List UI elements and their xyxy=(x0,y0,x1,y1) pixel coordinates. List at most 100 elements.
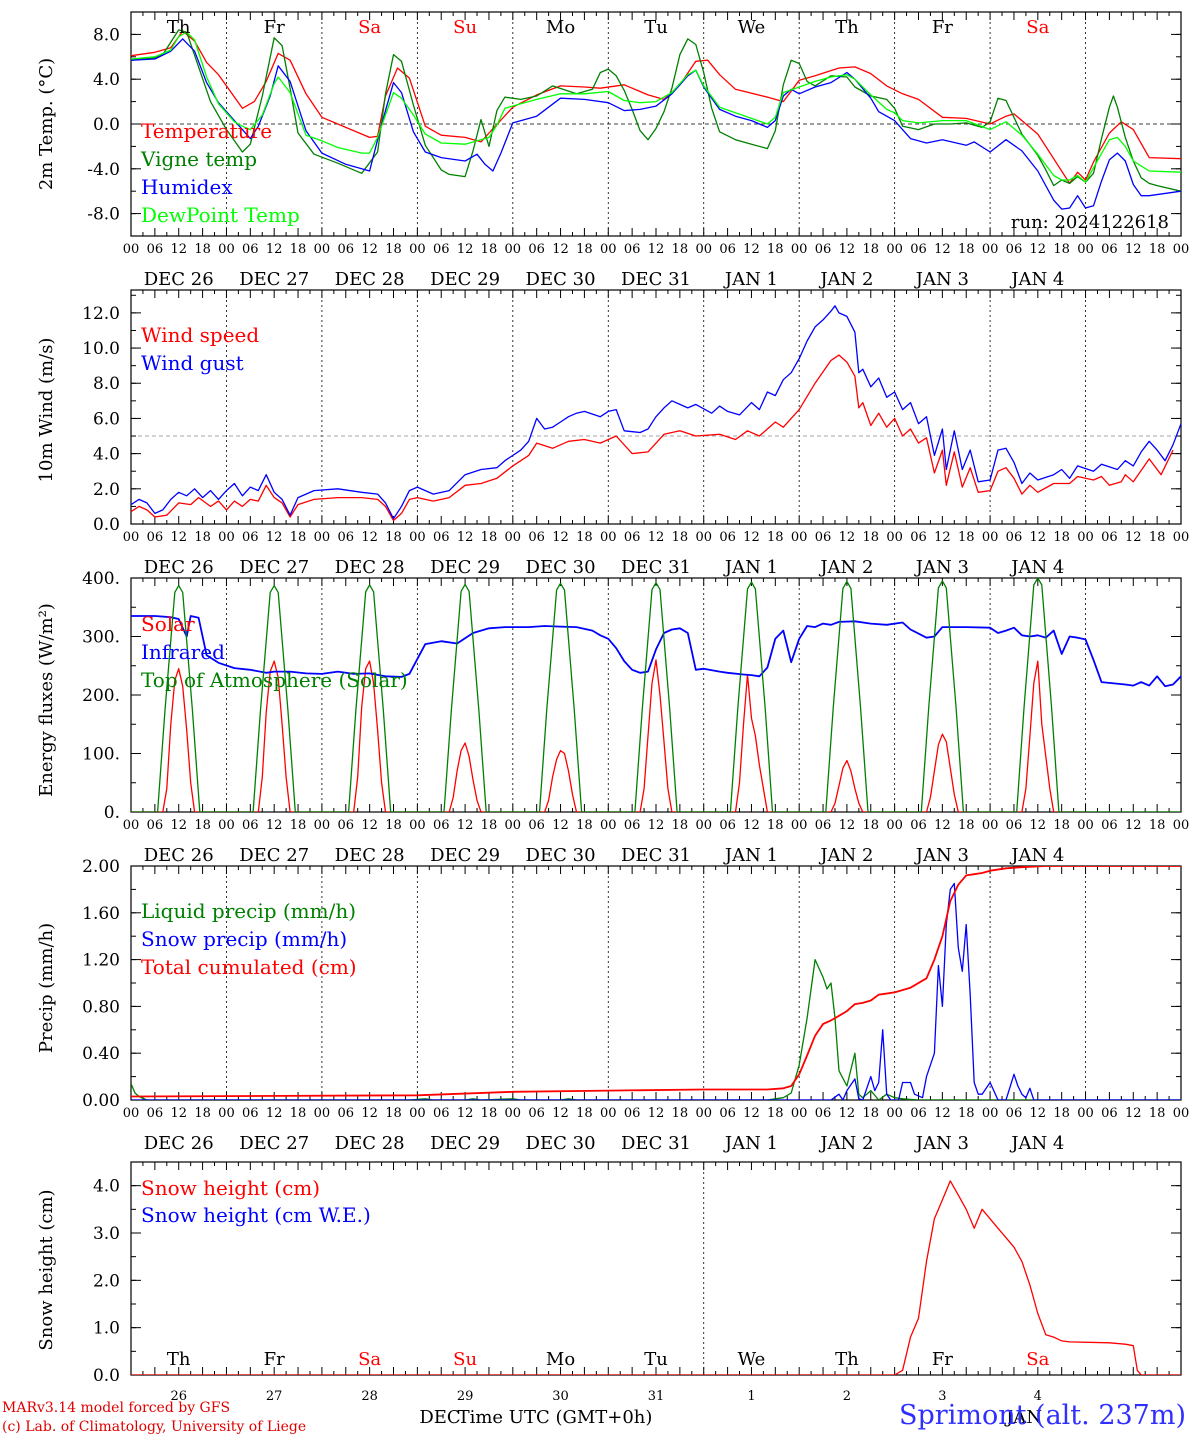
weekday-label: Sa xyxy=(1026,17,1049,38)
hour-tick-label: 06 xyxy=(815,530,832,545)
panel-frame xyxy=(130,289,1182,525)
y-tick-label: 0.0 xyxy=(93,1366,120,1386)
hour-tick-label: 00 xyxy=(886,818,903,833)
y-axis-label: Energy fluxes (W/m²) xyxy=(36,603,57,797)
date-label: JAN 1 xyxy=(723,845,778,866)
hour-tick-label: 18 xyxy=(1053,1106,1070,1121)
hour-tick-label: 18 xyxy=(194,242,211,257)
hour-tick-label: 06 xyxy=(242,242,259,257)
y-tick-label: 2.00 xyxy=(82,857,120,877)
hour-tick-label: 18 xyxy=(672,242,689,257)
legend-top-of-atmosphere-solar-: Top of Atmosphere (Solar) xyxy=(141,668,408,692)
date-label: JAN 3 xyxy=(914,1133,969,1154)
hour-tick-label: 00 xyxy=(791,1106,808,1121)
y-tick-label: 0.0 xyxy=(93,115,120,135)
date-label: JAN 1 xyxy=(723,1133,778,1154)
weekday-label: Sa xyxy=(358,17,381,38)
panel-frame xyxy=(130,577,1182,813)
hour-tick-label: 12 xyxy=(839,1106,856,1121)
hour-tick-label: 18 xyxy=(290,242,307,257)
legend-wind-speed: Wind speed xyxy=(141,323,259,347)
chart-panel-5: 4.0 3.0 2.0 1.0 0.0 Snow height (cm) Snow heig… xyxy=(36,1161,1182,1404)
hour-tick-label: 00 xyxy=(1077,1106,1094,1121)
weekday-label: Fr xyxy=(932,1349,953,1370)
date-label: JAN 4 xyxy=(1009,845,1064,866)
hour-tick-label: 12 xyxy=(552,242,569,257)
hour-tick-label: 00 xyxy=(695,242,712,257)
hour-tick-label: 18 xyxy=(1149,242,1166,257)
legend-wind-gust: Wind gust xyxy=(141,351,244,375)
hour-tick-label: 00 xyxy=(314,530,331,545)
weekday-label: Mo xyxy=(546,1349,575,1370)
hour-tick-label: 12 xyxy=(361,530,378,545)
hour-tick-label: 00 xyxy=(123,1106,140,1121)
hour-tick-label: 00 xyxy=(505,818,522,833)
series-line-liquid-precip-mm-h- xyxy=(131,958,1181,1100)
hour-tick-label: 06 xyxy=(910,818,927,833)
weekday-label: Fr xyxy=(264,1349,285,1370)
hour-tick-label: 00 xyxy=(314,242,331,257)
run-label: run: 2024122618 xyxy=(1011,212,1169,233)
hour-tick-label: 00 xyxy=(123,818,140,833)
weekday-label: Fr xyxy=(932,17,953,38)
date-label: DEC 26 xyxy=(144,845,214,866)
hour-tick-label: 12 xyxy=(839,530,856,545)
hour-tick-label: 00 xyxy=(409,242,426,257)
chart-panel-1: 8.0 4.0 0.0 -4.0 -8.0 2m Temp. (°C) Temperatur… xyxy=(36,11,1189,290)
hour-tick-label: 00 xyxy=(695,818,712,833)
hour-tick-label: 18 xyxy=(481,1106,498,1121)
day-number-label: 30 xyxy=(552,1389,569,1404)
date-label: DEC 30 xyxy=(526,1133,596,1154)
hour-tick-label: 18 xyxy=(385,530,402,545)
hour-tick-label: 00 xyxy=(314,1106,331,1121)
hour-tick-label: 06 xyxy=(147,530,164,545)
hour-tick-label: 06 xyxy=(1101,242,1118,257)
hour-tick-label: 12 xyxy=(457,818,474,833)
y-tick-label: 6.0 xyxy=(93,409,120,429)
hour-tick-label: 00 xyxy=(1173,818,1190,833)
hour-tick-label: 18 xyxy=(576,242,593,257)
y-tick-label: 0.0 xyxy=(93,515,120,535)
hour-tick-label: 12 xyxy=(648,1106,665,1121)
hour-tick-label: 06 xyxy=(337,530,354,545)
series-line-snow-height-cm- xyxy=(131,1180,1181,1375)
hour-tick-label: 06 xyxy=(719,1106,736,1121)
y-tick-label: 8.0 xyxy=(93,374,120,394)
hour-tick-label: 18 xyxy=(862,818,879,833)
date-label: JAN 2 xyxy=(818,1133,873,1154)
hour-tick-label: 18 xyxy=(767,242,784,257)
hour-tick-label: 00 xyxy=(600,1106,617,1121)
hour-tick-label: 00 xyxy=(218,530,235,545)
hour-tick-label: 00 xyxy=(600,242,617,257)
hour-tick-label: 06 xyxy=(815,818,832,833)
date-label: JAN 1 xyxy=(723,269,778,290)
hour-tick-label: 18 xyxy=(958,242,975,257)
hour-tick-label: 00 xyxy=(123,242,140,257)
series-line-solar xyxy=(131,659,1086,812)
date-label: DEC 27 xyxy=(239,845,309,866)
x-axis-title: Time UTC (GMT+0h) xyxy=(458,1407,653,1428)
hour-tick-label: 06 xyxy=(719,242,736,257)
hour-tick-label: 06 xyxy=(433,242,450,257)
hour-tick-label: 00 xyxy=(982,530,999,545)
y-tick-label: 2.0 xyxy=(93,1271,120,1291)
hour-tick-label: 18 xyxy=(385,242,402,257)
hour-tick-label: 00 xyxy=(409,530,426,545)
hour-tick-label: 12 xyxy=(266,1106,283,1121)
day-number-label: 1 xyxy=(747,1389,755,1404)
series-line-wind-speed xyxy=(131,354,1174,522)
hour-tick-label: 12 xyxy=(266,530,283,545)
hour-tick-label: 06 xyxy=(337,242,354,257)
hour-tick-label: 12 xyxy=(170,818,187,833)
weekday-label: We xyxy=(738,17,766,38)
hour-tick-label: 00 xyxy=(314,818,331,833)
y-tick-label: 8.0 xyxy=(93,25,120,45)
date-label: DEC 31 xyxy=(621,845,691,866)
hour-tick-label: 12 xyxy=(934,1106,951,1121)
hour-tick-label: 06 xyxy=(1006,1106,1023,1121)
date-label: JAN 3 xyxy=(914,557,969,578)
station-label: Sprimont (alt. 237m) xyxy=(899,1400,1186,1431)
date-label: DEC 28 xyxy=(335,1133,405,1154)
y-tick-label: 1.0 xyxy=(93,1319,120,1339)
series-group xyxy=(131,1180,1181,1375)
